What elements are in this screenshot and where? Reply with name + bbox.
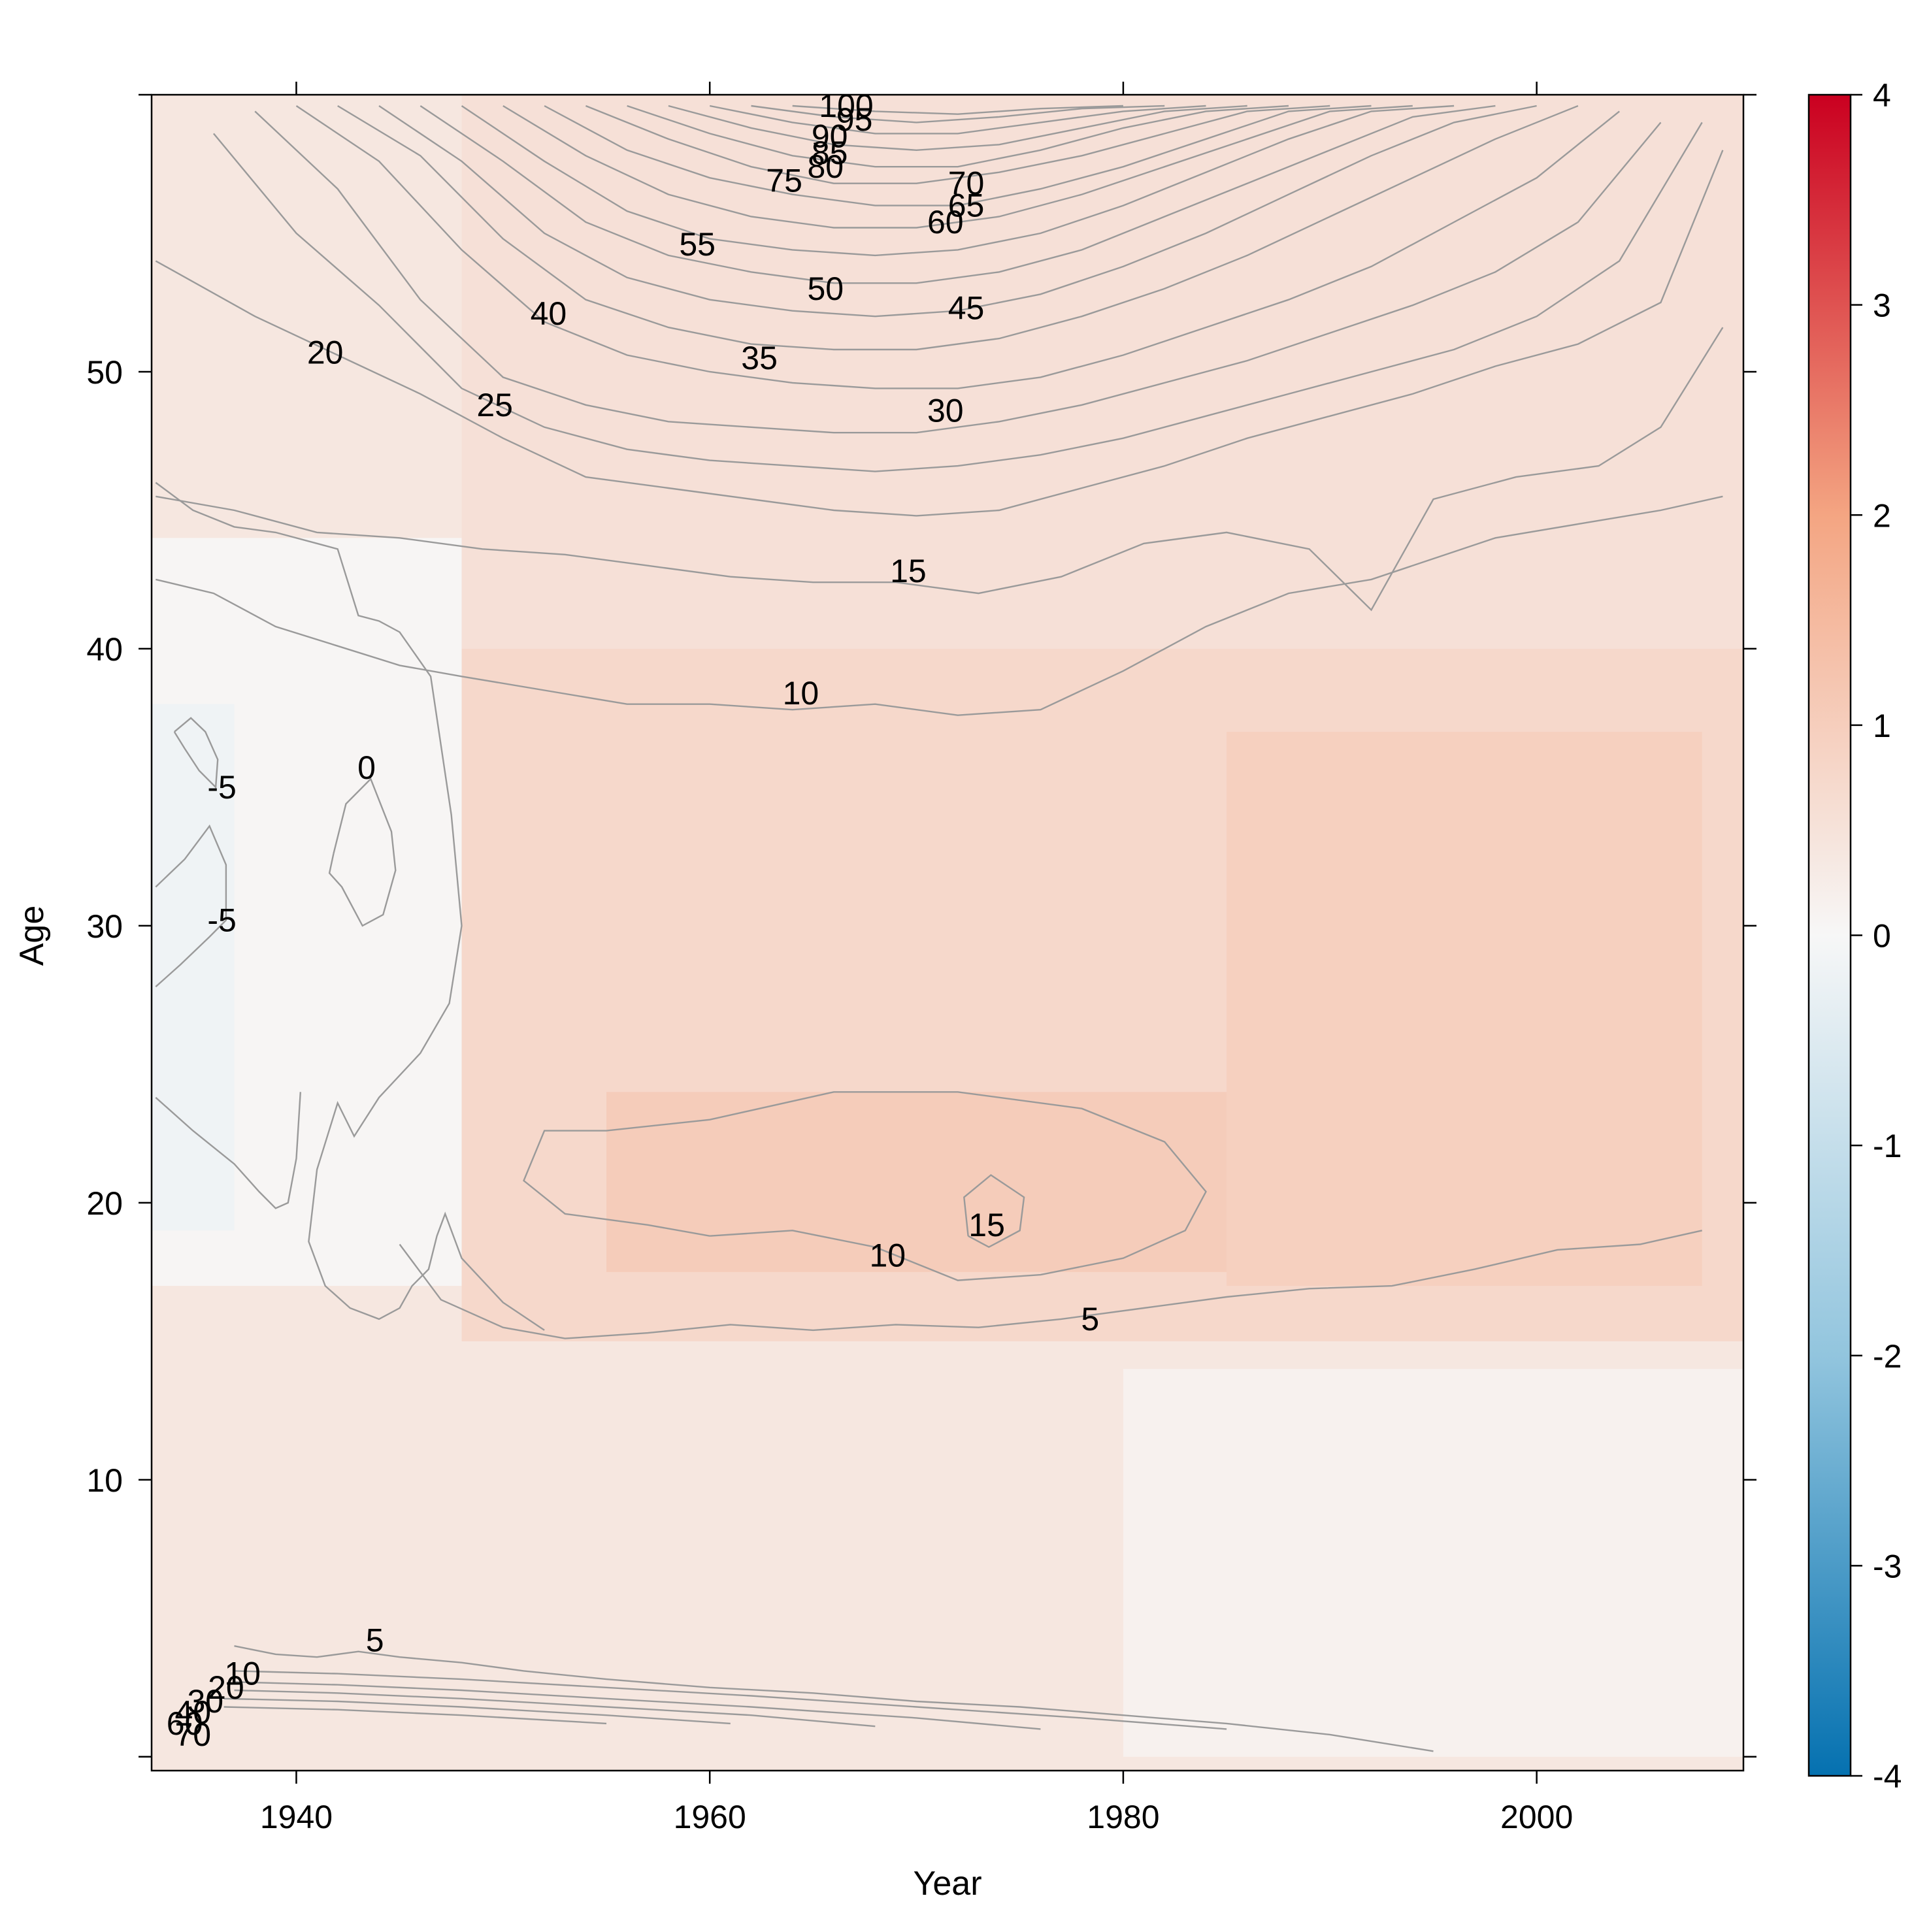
- contour-line: [627, 105, 1289, 168]
- contour-line: [523, 1091, 1207, 1281]
- contour-line: [461, 105, 1455, 257]
- contour-label: 70: [948, 165, 985, 202]
- y-axis-title: Age: [13, 906, 51, 966]
- plot-frame: [150, 93, 1745, 1772]
- x-tick-label: 1980: [1087, 1799, 1159, 1835]
- contour-label: 50: [807, 270, 844, 307]
- y-tick-label: 20: [86, 1185, 123, 1222]
- contour-line: [751, 105, 1165, 123]
- colorbar-tick-label: -4: [1873, 1758, 1902, 1795]
- contour-label: 30: [927, 392, 964, 429]
- contour-label: 60: [927, 204, 964, 240]
- contour-label: 20: [208, 1669, 244, 1706]
- contour-label: 80: [807, 148, 844, 185]
- contour-layer: [155, 105, 1724, 1752]
- contour-label: 85: [812, 135, 848, 171]
- contour-line: [399, 1230, 1702, 1339]
- colorbar-gradient: [1809, 95, 1851, 1776]
- contour-label: -5: [207, 769, 236, 806]
- contour-line: [544, 105, 1372, 206]
- contour-line: [963, 1174, 1025, 1249]
- colorbar-tick-label: 0: [1873, 918, 1891, 955]
- contour-label: 95: [836, 101, 873, 138]
- contour-line: [420, 105, 1496, 284]
- contour-label: 75: [766, 162, 802, 199]
- contour-line: [503, 105, 1413, 229]
- contour-label: 65: [948, 188, 985, 224]
- contour-line: [155, 1092, 301, 1209]
- colorbar-tick-label: 2: [1873, 497, 1891, 534]
- contour-line: [212, 122, 1703, 472]
- contour-line: [156, 327, 1724, 612]
- contour-line: [155, 824, 227, 988]
- contour-label: 0: [357, 749, 376, 786]
- contour-line: [328, 778, 397, 927]
- contour-label: 20: [307, 334, 344, 370]
- colorbar-tick-label: 3: [1873, 287, 1891, 324]
- contour-label: 15: [968, 1207, 1005, 1243]
- y-tick-label: 30: [86, 908, 123, 945]
- contour-line: [173, 717, 219, 789]
- contour-line: [155, 482, 545, 1331]
- contour-line: [234, 1670, 1227, 1730]
- contour-line: [585, 105, 1330, 184]
- contour-label: 25: [476, 387, 513, 423]
- contour-line: [295, 105, 1620, 389]
- heat-layer: [152, 95, 1743, 1771]
- colorbar-tick-label: 4: [1873, 77, 1891, 114]
- contour-line: [156, 495, 1723, 716]
- x-tick-label: 2000: [1500, 1799, 1573, 1835]
- contour-line: [709, 105, 1206, 135]
- contour-line: [155, 150, 1724, 517]
- contour-label: 5: [366, 1622, 384, 1659]
- contour-label: 35: [741, 340, 778, 376]
- colorbar-tick-label: 1: [1873, 708, 1891, 744]
- heat-region: [152, 704, 235, 1231]
- contour-line: [234, 1645, 1434, 1752]
- contour-label: 40: [531, 295, 567, 332]
- heat-region: [1227, 732, 1702, 1286]
- x-tick-label: 1940: [260, 1799, 333, 1835]
- contour-line: [223, 1706, 607, 1725]
- heat-region: [1123, 1369, 1743, 1757]
- contour-line: [378, 105, 1537, 318]
- contour-label: 70: [174, 1716, 211, 1753]
- colorbar-tick-label: -1: [1873, 1128, 1902, 1164]
- contour-label: -5: [207, 902, 236, 938]
- contour-label: 10: [869, 1237, 906, 1273]
- contour-line: [792, 105, 1123, 115]
- colorbar-tick-label: -2: [1873, 1338, 1902, 1375]
- y-tick-label: 10: [86, 1462, 123, 1499]
- y-tick-label: 40: [86, 631, 123, 668]
- contour-label: 90: [812, 118, 848, 155]
- contour-label: 15: [890, 553, 927, 589]
- heat-region: [606, 1092, 1227, 1272]
- contour-label: 100: [819, 88, 873, 124]
- contour-line: [234, 1689, 876, 1727]
- y-tick-label: 50: [86, 354, 123, 391]
- colorbar-tick-label: -3: [1873, 1548, 1902, 1584]
- x-axis: 1940 1960 1980 2000: [260, 82, 1573, 1835]
- contour-line: [668, 105, 1247, 152]
- contour-label: 45: [948, 290, 985, 327]
- contour-label: 60: [167, 1705, 203, 1742]
- x-axis-title: Year: [913, 1865, 981, 1903]
- contour-label: 10: [783, 675, 819, 712]
- heat-region: [461, 95, 1743, 649]
- contour-label: 30: [187, 1683, 223, 1720]
- contour-line: [234, 1681, 1041, 1730]
- contour-line: [223, 1697, 731, 1725]
- contour-label: 5: [1081, 1301, 1099, 1337]
- contour-line: [254, 110, 1662, 434]
- x-tick-label: 1960: [674, 1799, 746, 1835]
- colorbar: -4 -3 -2 -1 0 1 2 3 4: [1807, 77, 1902, 1795]
- contour-label: 10: [224, 1656, 261, 1692]
- contour-line: [337, 105, 1579, 351]
- contour-label: 40: [174, 1694, 211, 1731]
- contour-label: 55: [679, 226, 716, 263]
